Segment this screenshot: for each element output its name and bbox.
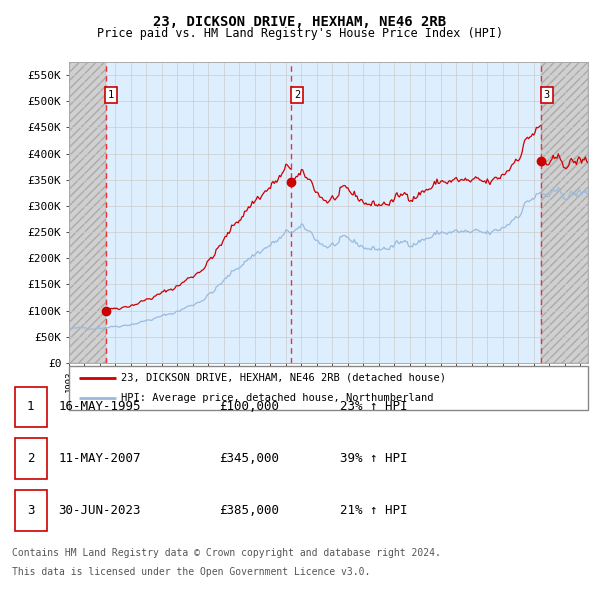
Bar (69, 62, 106, 363)
Text: 3: 3 (544, 90, 550, 100)
Text: 39% ↑ HPI: 39% ↑ HPI (340, 452, 408, 466)
Text: 30-JUN-2023: 30-JUN-2023 (58, 504, 140, 517)
Text: 21% ↑ HPI: 21% ↑ HPI (340, 504, 408, 517)
Text: 23% ↑ HPI: 23% ↑ HPI (340, 400, 408, 414)
Bar (15, 490, 47, 531)
Text: 23, DICKSON DRIVE, HEXHAM, NE46 2RB (detached house): 23, DICKSON DRIVE, HEXHAM, NE46 2RB (det… (121, 373, 446, 383)
Text: Price paid vs. HM Land Registry's House Price Index (HPI): Price paid vs. HM Land Registry's House … (97, 27, 503, 40)
Text: HPI: Average price, detached house, Northumberland: HPI: Average price, detached house, Nort… (121, 393, 433, 403)
Text: 3: 3 (27, 504, 34, 517)
Text: £345,000: £345,000 (220, 452, 280, 466)
Bar (15, 438, 47, 479)
Text: 1: 1 (108, 90, 114, 100)
Text: Contains HM Land Registry data © Crown copyright and database right 2024.: Contains HM Land Registry data © Crown c… (12, 548, 441, 558)
Text: 16-MAY-1995: 16-MAY-1995 (58, 400, 140, 414)
Bar (541, 62, 588, 363)
Text: £100,000: £100,000 (220, 400, 280, 414)
Text: 1: 1 (27, 400, 34, 414)
Bar (15, 386, 47, 427)
Text: 11-MAY-2007: 11-MAY-2007 (58, 452, 140, 466)
Bar (69, 62, 106, 363)
Text: £385,000: £385,000 (220, 504, 280, 517)
Text: 2: 2 (294, 90, 300, 100)
Text: This data is licensed under the Open Government Licence v3.0.: This data is licensed under the Open Gov… (12, 567, 370, 577)
Text: 2: 2 (27, 452, 34, 466)
Bar (541, 62, 588, 363)
Text: 23, DICKSON DRIVE, HEXHAM, NE46 2RB: 23, DICKSON DRIVE, HEXHAM, NE46 2RB (154, 15, 446, 29)
